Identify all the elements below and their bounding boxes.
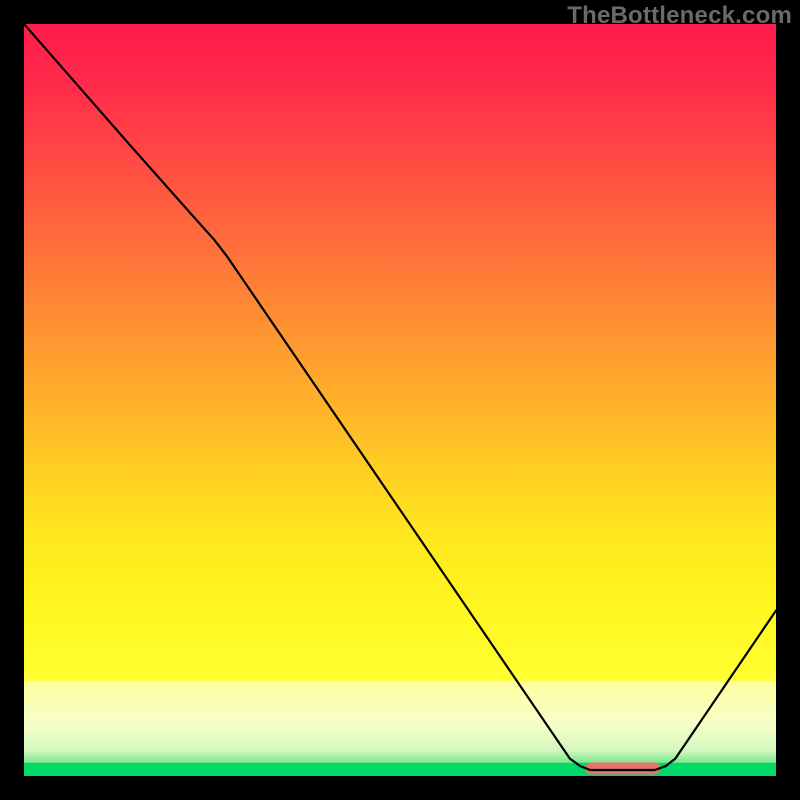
- plot-area: [24, 24, 776, 776]
- chart-frame: TheBottleneck.com: [0, 0, 800, 800]
- plot-svg: [24, 24, 776, 776]
- valley-marker: [585, 762, 660, 774]
- watermark-text: TheBottleneck.com: [567, 2, 792, 30]
- gradient-background: [24, 24, 776, 776]
